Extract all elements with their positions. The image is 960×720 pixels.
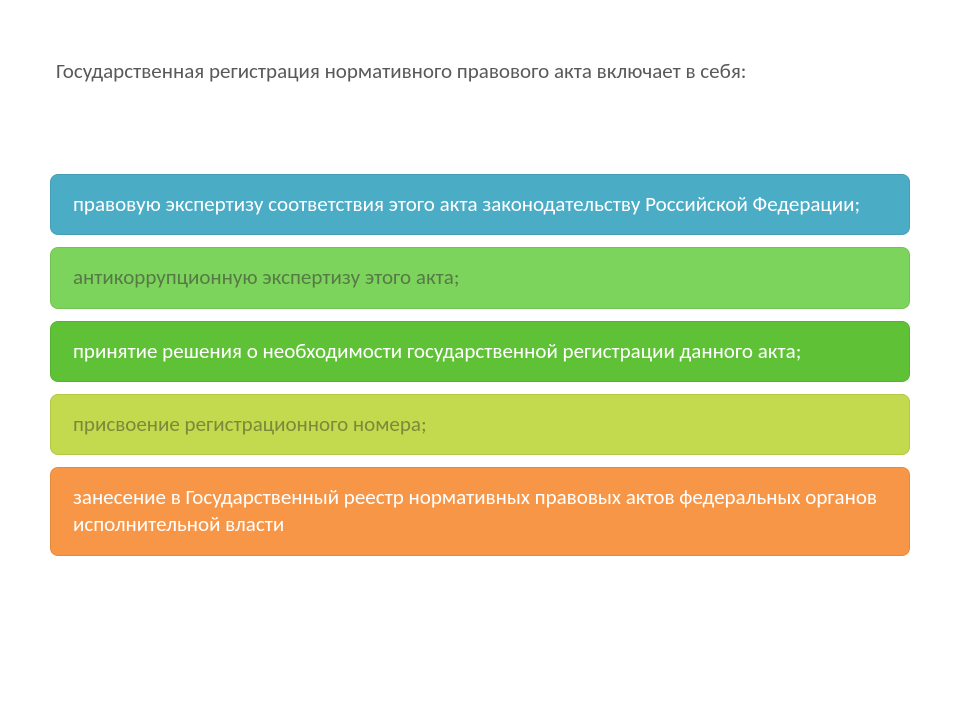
list-item: правовую экспертизу соответствия этого а… [50, 174, 910, 235]
list-item: занесение в Государственный реестр норма… [50, 467, 910, 556]
list-item-text: антикоррупционную экспертизу этого акта; [73, 264, 460, 290]
list-item-text: принятие решения о необходимости государ… [73, 338, 801, 364]
list-item-text: занесение в Государственный реестр норма… [73, 484, 877, 537]
list-item-text: правовую экспертизу соответствия этого а… [73, 191, 860, 217]
slide: Государственная регистрация нормативного… [0, 0, 960, 720]
list-item: принятие решения о необходимости государ… [50, 321, 910, 382]
list-item: присвоение регистрационного номера; [50, 394, 910, 455]
slide-title: Государственная регистрация нормативного… [50, 58, 910, 84]
list-item: антикоррупционную экспертизу этого акта; [50, 247, 910, 308]
item-list: правовую экспертизу соответствия этого а… [50, 174, 910, 556]
list-item-text: присвоение регистрационного номера; [73, 411, 427, 437]
